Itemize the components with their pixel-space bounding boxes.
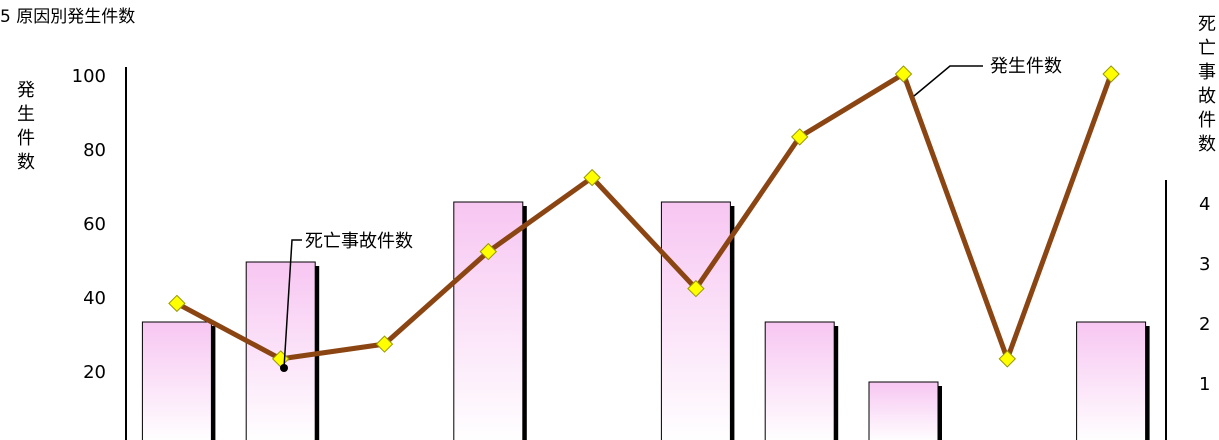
series-line xyxy=(175,71,1114,362)
bar xyxy=(141,321,212,440)
line-point xyxy=(375,335,394,353)
left-tick-labels: 20 40 60 80 100 xyxy=(72,66,106,383)
bar xyxy=(868,381,939,440)
right-axis-title-char: 数 xyxy=(1198,134,1216,155)
bar xyxy=(1076,321,1147,440)
line-point xyxy=(1102,65,1120,83)
line-annotation-leader xyxy=(913,65,983,97)
left-axis-title-char: 数 xyxy=(17,152,35,173)
left-tick-label: 20 xyxy=(83,362,106,383)
right-axis-title-char: 亡 xyxy=(1198,38,1216,59)
left-tick-label: 100 xyxy=(72,66,106,87)
right-axis-title-char: 故 xyxy=(1198,86,1216,107)
right-axis-title-char: 死 xyxy=(1198,14,1216,35)
right-tick-labels: 1 2 3 4 xyxy=(1199,194,1210,395)
line-annotation: 発生件数 xyxy=(913,56,1062,97)
line-point xyxy=(479,242,498,261)
left-tick-label: 80 xyxy=(83,140,106,161)
line-annotation-label: 発生件数 xyxy=(990,56,1062,77)
right-tick-label: 4 xyxy=(1199,194,1210,215)
line-point xyxy=(168,294,186,313)
bar-annotation: 死亡事故件数 xyxy=(280,231,413,372)
right-tick-label: 2 xyxy=(1199,314,1210,335)
bar-annotation-leader xyxy=(283,239,302,369)
right-tick-label: 3 xyxy=(1199,254,1210,275)
line-point xyxy=(894,65,913,83)
right-tick-label: 1 xyxy=(1199,374,1210,395)
right-axis-title: 死 亡 事 故 件 数 xyxy=(1198,14,1216,155)
bar xyxy=(660,201,731,440)
right-axis-title-char: 事 xyxy=(1198,62,1216,83)
right-axis-title-char: 件 xyxy=(1198,110,1216,131)
line-point xyxy=(583,168,601,187)
chart-title: 5 原因別発生件数 xyxy=(0,7,135,27)
bar xyxy=(764,321,835,440)
left-axis-title-char: 生 xyxy=(17,104,35,125)
left-axis-title-char: 件 xyxy=(17,128,35,149)
left-axis-title: 発 生 件 数 xyxy=(17,80,35,173)
left-tick-label: 40 xyxy=(83,288,106,309)
bar-annotation-label: 死亡事故件数 xyxy=(305,231,413,252)
line-point xyxy=(998,350,1017,368)
bar-series xyxy=(141,201,1150,440)
bar xyxy=(453,201,524,440)
left-tick-label: 60 xyxy=(83,214,106,235)
line-point xyxy=(790,128,809,146)
line-point xyxy=(687,279,705,298)
left-axis-title-char: 発 xyxy=(17,80,35,101)
